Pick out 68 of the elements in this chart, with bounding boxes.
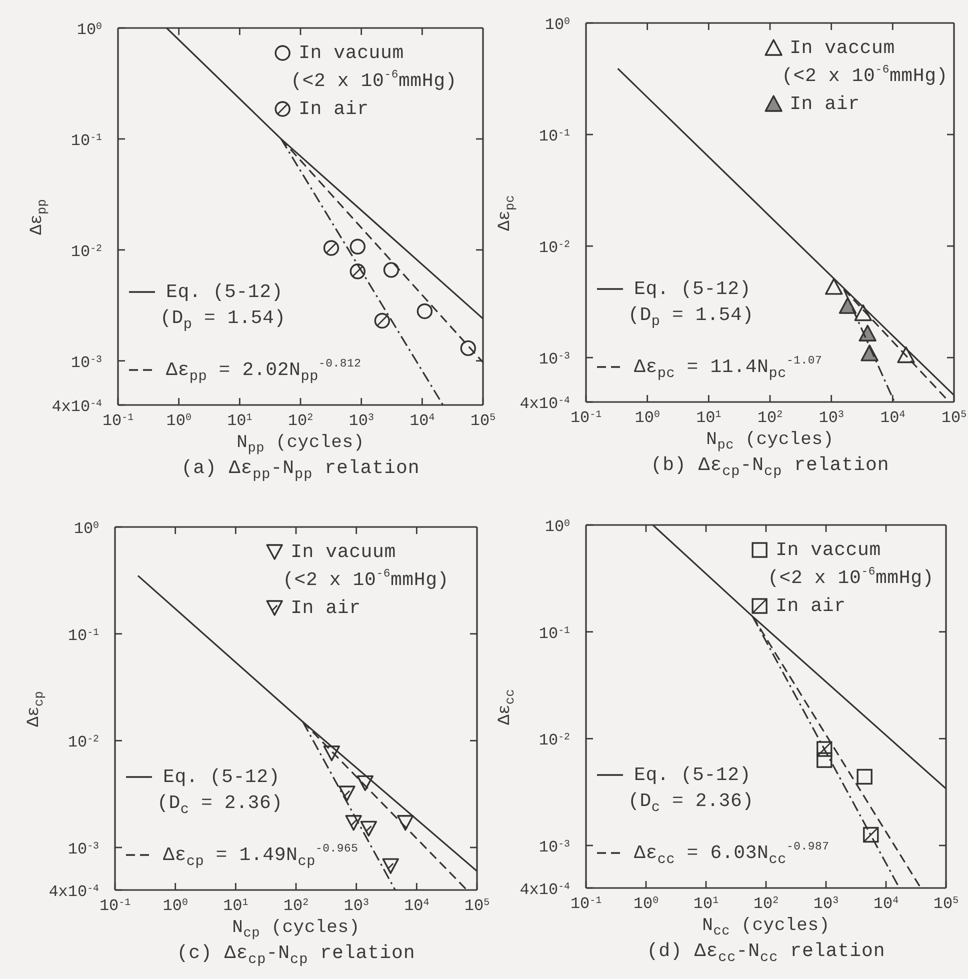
- x-tick-label: 10$^{2}$: [283, 896, 309, 915]
- legend-label: Eq. (5-12) (D$_{c}$ = 2.36): [628, 764, 754, 816]
- y-tick-label: 10$^{-1}$: [538, 127, 570, 146]
- x-tick-label: 10$^{-1}$: [570, 894, 602, 913]
- x-tick-label: 10$^{-1}$: [102, 412, 134, 430]
- legend-label: In air: [290, 597, 361, 619]
- legend-label: In vacuum (<2 x 10$^{-6}$mmHg): [290, 42, 457, 92]
- x-tick-label: 10$^{3}$: [818, 408, 844, 427]
- x-tick-label: 10$^{4}$: [404, 896, 430, 915]
- x-tick-label: 10$^{5}$: [470, 412, 496, 430]
- y-tick-label: 4x10$^{-4}$: [48, 882, 100, 901]
- y-tick-label: 10$^{-2}$: [70, 242, 102, 261]
- x-axis-title: N$_{pp}$ (cycles): [236, 433, 364, 457]
- x-tick-label: 10$^{0}$: [634, 408, 660, 427]
- y-tick-label: 10$^{-1}$: [70, 131, 102, 150]
- legend-label: In vacuum (<2 x 10$^{-6}$mmHg): [282, 541, 449, 591]
- legend-label: Eq. (5-12) (D$_{p}$ = 1.54): [628, 278, 754, 330]
- legend-label: In air: [790, 93, 860, 115]
- legend-label: In vaccum (<2 x 10$^{-6}$mmHg): [768, 539, 934, 589]
- x-tick-label: 10$^{1}$: [693, 894, 719, 913]
- y-tick-label: 10$^{-2}$: [68, 733, 100, 752]
- y-tick-label: 4x10$^{-4}$: [520, 394, 570, 413]
- x-tick-label: 10$^{3}$: [813, 894, 839, 913]
- y-tick-label: 10$^{0}$: [76, 20, 102, 39]
- x-tick-label: 10$^{2}$: [288, 412, 314, 430]
- x-tick-label: 10$^{0}$: [633, 894, 659, 913]
- y-tick-label: 10$^{-3}$: [68, 840, 100, 858]
- y-tick-label: 10$^{-3}$: [538, 350, 570, 369]
- x-tick-label: 10$^{1}$: [223, 896, 248, 915]
- x-tick-label: 10$^{3}$: [348, 412, 374, 430]
- y-tick-label: 10$^{-1}$: [538, 624, 570, 643]
- x-tick-label: 10$^{0}$: [162, 896, 188, 915]
- y-tick-label: 10$^{-2}$: [538, 731, 570, 750]
- legend-label: In air: [298, 98, 369, 120]
- x-tick-label: 10$^{-1}$: [99, 896, 131, 915]
- legend-label: Eq. (5-12) (D$_{c}$ = 2.36): [157, 766, 283, 818]
- x-tick-label: 10$^{4}$: [880, 408, 906, 427]
- x-tick-label: 10$^{2}$: [757, 408, 783, 427]
- y-tick-label: 10$^{-3}$: [538, 838, 570, 856]
- x-axis-title: N$_{pc}$ (cycles): [706, 430, 834, 454]
- x-axis-title: N$_{cc}$ (cycles): [702, 916, 830, 940]
- y-tick-label: 10$^{0}$: [544, 16, 570, 34]
- x-tick-label: 10$^{-1}$: [570, 408, 602, 427]
- x-tick-label: 10$^{4}$: [410, 412, 435, 430]
- y-tick-label: 10$^{-3}$: [70, 353, 102, 372]
- x-tick-label: 10$^{4}$: [873, 894, 899, 913]
- y-tick-label: 10$^{0}$: [74, 520, 100, 538]
- y-tick-label: 10$^{0}$: [544, 518, 570, 536]
- legend-label: Eq. (5-12) (D$_{p}$ = 1.54): [160, 281, 286, 333]
- text: (d) Δε$_{cc}$-N$_{cc}$ relation: [646, 940, 886, 966]
- x-tick-label: 10$^{0}$: [166, 412, 192, 430]
- x-tick-label: 10$^{2}$: [753, 894, 779, 913]
- x-tick-label: 10$^{5}$: [933, 894, 959, 913]
- text: (c) Δε$_{cp}$-N$_{cp}$ relation: [176, 942, 416, 968]
- y-tick-label: 10$^{-1}$: [68, 626, 100, 645]
- y-tick-label: 4x10$^{-4}$: [52, 398, 102, 416]
- x-tick-label: 10$^{5}$: [941, 408, 967, 427]
- legend-label: In air: [776, 595, 846, 617]
- legend-label: In vaccum (<2 x 10$^{-6}$mmHg): [782, 37, 948, 87]
- text: (a) Δε$_{pp}$-N$_{pp}$ relation: [181, 457, 420, 483]
- x-tick-label: 10$^{1}$: [227, 412, 252, 430]
- text: (b) Δε$_{cp}$-N$_{cp}$ relation: [650, 454, 890, 480]
- x-tick-label: 10$^{1}$: [696, 408, 722, 427]
- x-tick-label: 10$^{5}$: [464, 896, 490, 915]
- y-tick-label: 10$^{-2}$: [538, 238, 570, 258]
- y-tick-label: 4x10$^{-4}$: [520, 880, 570, 899]
- x-axis-title: N$_{cp}$ (cycles): [232, 918, 360, 942]
- x-tick-label: 10$^{3}$: [344, 896, 369, 915]
